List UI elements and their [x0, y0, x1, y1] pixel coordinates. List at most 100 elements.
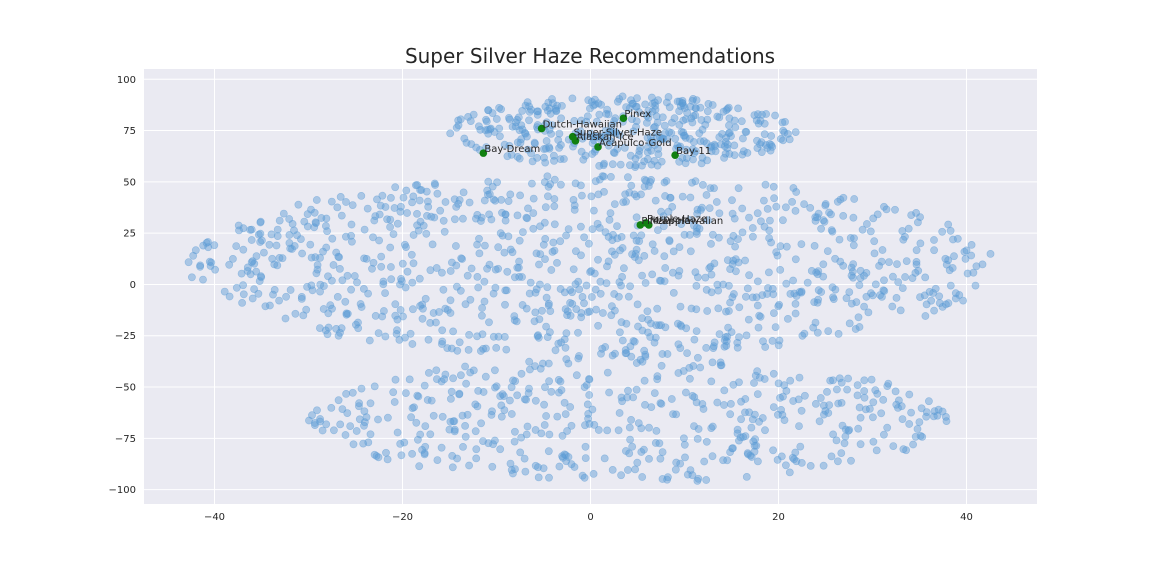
scatter-point: [451, 242, 460, 250]
scatter-point: [506, 190, 515, 199]
scatter-point: [648, 136, 656, 145]
scatter-point: [555, 462, 564, 471]
scatter-point: [712, 198, 721, 206]
scatter-point: [560, 155, 568, 163]
scatter-point: [615, 409, 624, 417]
scatter-point: [547, 387, 556, 396]
scatter-point: [540, 400, 548, 409]
scatter-point: [450, 215, 459, 224]
scatter-point: [731, 255, 740, 263]
scatter-point: [750, 447, 759, 456]
scatter-point: [522, 430, 531, 439]
scatter-point: [729, 380, 738, 389]
scatter-point: [682, 145, 691, 154]
scatter-point: [660, 121, 669, 130]
scatter-point: [446, 129, 455, 138]
scatter-point: [665, 103, 674, 112]
scatter-point: [649, 123, 658, 132]
scatter-point: [546, 109, 555, 118]
scatter-point: [203, 238, 212, 246]
scatter-point: [865, 404, 874, 413]
scatter-point: [549, 99, 557, 108]
scatter-point: [458, 255, 466, 263]
scatter-point: [763, 144, 772, 152]
scatter-point: [458, 411, 467, 420]
scatter-point: [418, 304, 427, 313]
scatter-point: [730, 214, 739, 223]
scatter-point: [696, 363, 705, 372]
scatter-point: [383, 215, 391, 224]
scatter-point: [383, 413, 392, 422]
scatter-point: [621, 190, 630, 199]
scatter-point: [870, 237, 879, 246]
scatter-point: [462, 379, 470, 388]
scatter-point: [381, 289, 389, 297]
scatter-point: [500, 332, 509, 341]
scatter-point: [524, 204, 532, 213]
scatter-point: [438, 326, 447, 335]
scatter-point: [643, 155, 652, 164]
scatter-point: [945, 266, 954, 275]
scatter-point: [930, 407, 939, 415]
scatter-point: [634, 256, 643, 265]
scatter-point: [474, 283, 483, 292]
scatter-point: [907, 211, 916, 219]
scatter-point: [522, 395, 530, 404]
scatter-point: [653, 161, 662, 170]
scatter-point: [575, 285, 584, 294]
scatter-point: [377, 252, 386, 261]
scatter-point: [544, 182, 553, 191]
scatter-point: [704, 100, 713, 108]
scatter-point: [905, 420, 914, 428]
scatter-point: [760, 222, 769, 231]
scatter-point: [475, 249, 484, 258]
scatter-point: [546, 328, 554, 337]
scatter-point: [578, 191, 586, 200]
scatter-point: [735, 303, 744, 312]
scatter-point: [912, 257, 921, 266]
scatter-point: [360, 225, 369, 234]
scatter-point: [342, 310, 351, 319]
scatter-point: [239, 245, 248, 254]
scatter-point: [696, 103, 705, 112]
scatter-point: [781, 118, 789, 126]
scatter-point: [487, 215, 496, 224]
scatter-point: [674, 340, 683, 349]
scatter-point: [950, 252, 958, 261]
scatter-point: [901, 232, 909, 241]
scatter-point: [382, 448, 390, 457]
scatter-point: [413, 391, 422, 400]
highlighted-point: [671, 151, 679, 159]
scatter-point: [762, 110, 770, 118]
scatter-point: [772, 248, 781, 256]
scatter-point: [525, 102, 533, 111]
scatter-point: [692, 281, 701, 290]
scatter-point: [734, 104, 742, 113]
scatter-point: [393, 428, 402, 437]
scatter-point: [547, 266, 556, 274]
scatter-point: [543, 283, 552, 292]
scatter-point: [500, 248, 509, 257]
scatter-point: [387, 275, 396, 284]
scatter-point: [265, 301, 274, 310]
scatter-point: [690, 335, 699, 344]
scatter-point: [596, 289, 605, 298]
scatter-point: [525, 384, 533, 393]
scatter-point: [713, 280, 722, 289]
scatter-point: [770, 194, 778, 203]
scatter-point: [534, 331, 542, 340]
scatter-point: [580, 383, 589, 391]
scatter-point: [437, 340, 446, 348]
scatter-point: [447, 387, 456, 396]
scatter-point: [765, 268, 773, 277]
scatter-point: [319, 305, 328, 313]
x-tick-label: 40: [960, 512, 973, 523]
scatter-point: [967, 240, 976, 249]
scatter-point: [732, 267, 740, 276]
scatter-point: [570, 463, 579, 471]
scatter-point: [807, 266, 816, 275]
scatter-point: [531, 288, 540, 297]
scatter-point: [750, 379, 758, 387]
scatter-point: [617, 318, 626, 327]
